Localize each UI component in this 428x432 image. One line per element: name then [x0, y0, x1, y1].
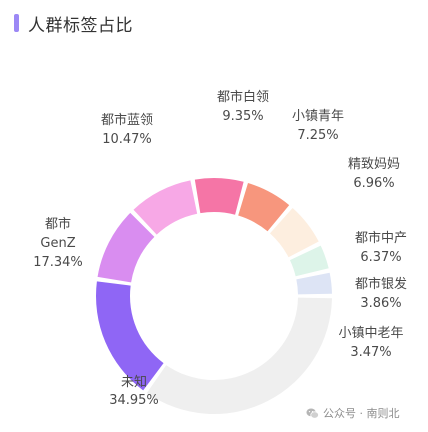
slice-value-6: 6.37% — [360, 250, 401, 265]
slice-value-7: 3.86% — [360, 296, 401, 311]
slice-label-5: 精致妈妈 — [348, 157, 400, 172]
slice-3 — [133, 180, 198, 235]
slice-value-1: 17.34% — [33, 255, 83, 270]
slice-0 — [146, 297, 332, 415]
slice-value-8: 3.47% — [350, 345, 391, 360]
slice-label-4: 小镇青年 — [292, 109, 344, 124]
slice-label-1-1: GenZ — [40, 236, 75, 251]
slice-label-3: 都市白领 — [217, 89, 269, 105]
slice-2 — [97, 212, 155, 283]
chart-header: 人群标签占比 — [14, 11, 133, 36]
slice-label-8: 小镇中老年 — [338, 326, 403, 341]
slice-4 — [194, 178, 244, 215]
watermark-text: 公众号 · 南则北 — [323, 407, 400, 420]
slice-label-1-0: 都市 — [45, 216, 71, 232]
slice-label-0: 未知 — [121, 374, 147, 390]
slice-label-7: 都市银发 — [355, 276, 407, 292]
slice-7 — [289, 245, 329, 277]
slice-1 — [96, 281, 164, 391]
slice-label-6: 都市中产 — [355, 230, 407, 246]
slice-value-2: 10.47% — [102, 132, 152, 147]
watermark: 公众号 · 南则北 — [306, 404, 400, 422]
slice-6 — [269, 208, 319, 258]
slice-value-5: 6.96% — [353, 176, 394, 191]
title-accent-bar — [14, 14, 19, 32]
slice-5 — [238, 182, 290, 232]
slice-8 — [296, 272, 332, 295]
slice-value-3: 9.35% — [222, 109, 263, 124]
wechat-icon — [306, 407, 319, 419]
slice-value-0: 34.95% — [109, 393, 159, 408]
slice-value-4: 7.25% — [297, 128, 338, 143]
chart-title: 人群标签占比 — [28, 15, 133, 36]
slice-label-2: 都市蓝领 — [101, 112, 153, 128]
